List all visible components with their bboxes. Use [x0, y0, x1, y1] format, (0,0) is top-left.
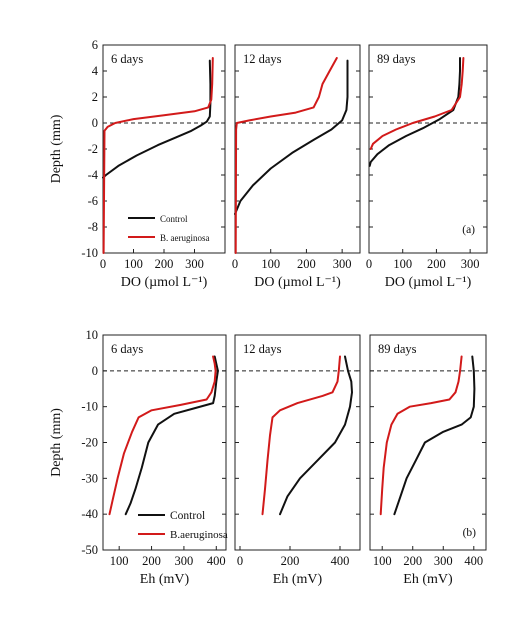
plot-frame: [102, 334, 227, 551]
legend: Control B.aeruginosa: [138, 510, 228, 541]
y-tick-label: -10: [81, 400, 98, 414]
x-tick-label: 200: [142, 554, 161, 568]
panel-title: 6 days: [111, 52, 143, 66]
y-tick-label: -40: [81, 507, 98, 521]
x-tick-label: 400: [331, 554, 350, 568]
x-tick-label: 300: [185, 257, 204, 271]
y-tick-label: -2: [88, 142, 98, 156]
y-tick-label: 10: [86, 328, 99, 342]
legend-label-b-aeruginosa: B. aeruginosa: [160, 233, 210, 243]
panel-title: 6 days: [111, 342, 143, 356]
x-axis-label: Eh (mV): [140, 572, 190, 587]
panel-title: 89 days: [378, 342, 417, 356]
x-tick-label: 100: [261, 257, 280, 271]
legend: Control B. aeruginosa: [128, 214, 210, 243]
y-tick-label: -30: [81, 471, 98, 485]
plot-frame: [368, 44, 488, 254]
panel-label-a: (a): [462, 224, 475, 236]
series-control-line: [368, 57, 461, 167]
y-tick-label: -50: [81, 543, 98, 557]
y-tick-label: 4: [92, 64, 99, 78]
x-tick-label: 300: [175, 554, 194, 568]
panel-title: 12 days: [243, 52, 282, 66]
panel-title: 12 days: [243, 342, 282, 356]
x-tick-label: 0: [237, 554, 243, 568]
series-b-aeruginosa-line: [108, 355, 217, 516]
y-tick-label: -6: [88, 194, 98, 208]
x-axis-label: Eh (mV): [273, 572, 323, 587]
y-tick-label: -8: [88, 220, 98, 234]
x-tick-label: 300: [333, 257, 352, 271]
series-b-aeruginosa-line: [379, 355, 463, 516]
x-tick-label: 300: [434, 554, 453, 568]
x-tick-label: 200: [403, 554, 422, 568]
legend-label-control: Control: [170, 510, 205, 522]
x-tick-label: 100: [393, 257, 412, 271]
y-tick-label: 0: [92, 364, 98, 378]
series-control-line: [393, 355, 476, 516]
legend-label-b-aeruginosa: B.aeruginosa: [170, 529, 228, 541]
x-axis-label: DO (µmol L⁻¹): [121, 275, 208, 290]
series-control-line: [102, 59, 212, 179]
x-tick-label: 200: [427, 257, 446, 271]
x-tick-label: 400: [464, 554, 483, 568]
panel-title: 89 days: [377, 52, 416, 66]
y-tick-label: 2: [92, 90, 98, 104]
series-control-line: [234, 59, 349, 215]
series-b-aeruginosa-line: [261, 355, 341, 516]
y-tick-label: 0: [92, 116, 98, 130]
x-tick-label: 200: [281, 554, 300, 568]
series-control-line: [124, 355, 219, 516]
x-tick-label: 300: [461, 257, 480, 271]
x-tick-label: 100: [110, 554, 129, 568]
panel-5: 0 200 400 Eh (mV) 12 days: [234, 334, 361, 587]
panel-3: 0 100 200 300 DO (µmol L⁻¹) 89 days: [366, 44, 488, 290]
panel-label-b: (b): [463, 527, 477, 539]
panel-1: 0 100 200 300 6 4 2 0 -2 -4 -6 -8 -10 DO (µmol L⁻¹) De…: [49, 38, 226, 290]
y-axis-label: Depth (mm): [49, 114, 64, 183]
x-tick-label: 200: [155, 257, 174, 271]
y-tick-label: -10: [81, 246, 98, 260]
panel-2: 0 100 200 300 DO (µmol L⁻¹) 12 days: [232, 44, 361, 290]
x-tick-label: 100: [124, 257, 143, 271]
x-tick-label: 0: [232, 257, 238, 271]
y-axis-label: Depth (mm): [49, 408, 64, 477]
x-axis-label: Eh (mV): [403, 572, 453, 587]
x-tick-label: 100: [373, 554, 392, 568]
series-control-line: [279, 355, 353, 516]
x-tick-label: 200: [297, 257, 316, 271]
series-b-aeruginosa-line: [369, 57, 465, 150]
y-tick-label: -20: [81, 436, 98, 450]
x-tick-label: 400: [207, 554, 226, 568]
series-b-aeruginosa-line: [234, 57, 338, 254]
y-tick-label: 6: [92, 38, 98, 52]
legend-label-control: Control: [160, 214, 188, 224]
x-axis-label: DO (µmol L⁻¹): [385, 275, 472, 290]
panel-6: 100 200 300 400 Eh (mV) 89 days: [369, 334, 487, 587]
y-tick-label: -4: [88, 168, 99, 182]
series-b-aeruginosa-line: [102, 57, 214, 254]
x-tick-label: 0: [366, 257, 372, 271]
plot-frame: [234, 334, 361, 551]
x-axis-label: DO (µmol L⁻¹): [254, 275, 341, 290]
x-tick-label: 0: [100, 257, 106, 271]
